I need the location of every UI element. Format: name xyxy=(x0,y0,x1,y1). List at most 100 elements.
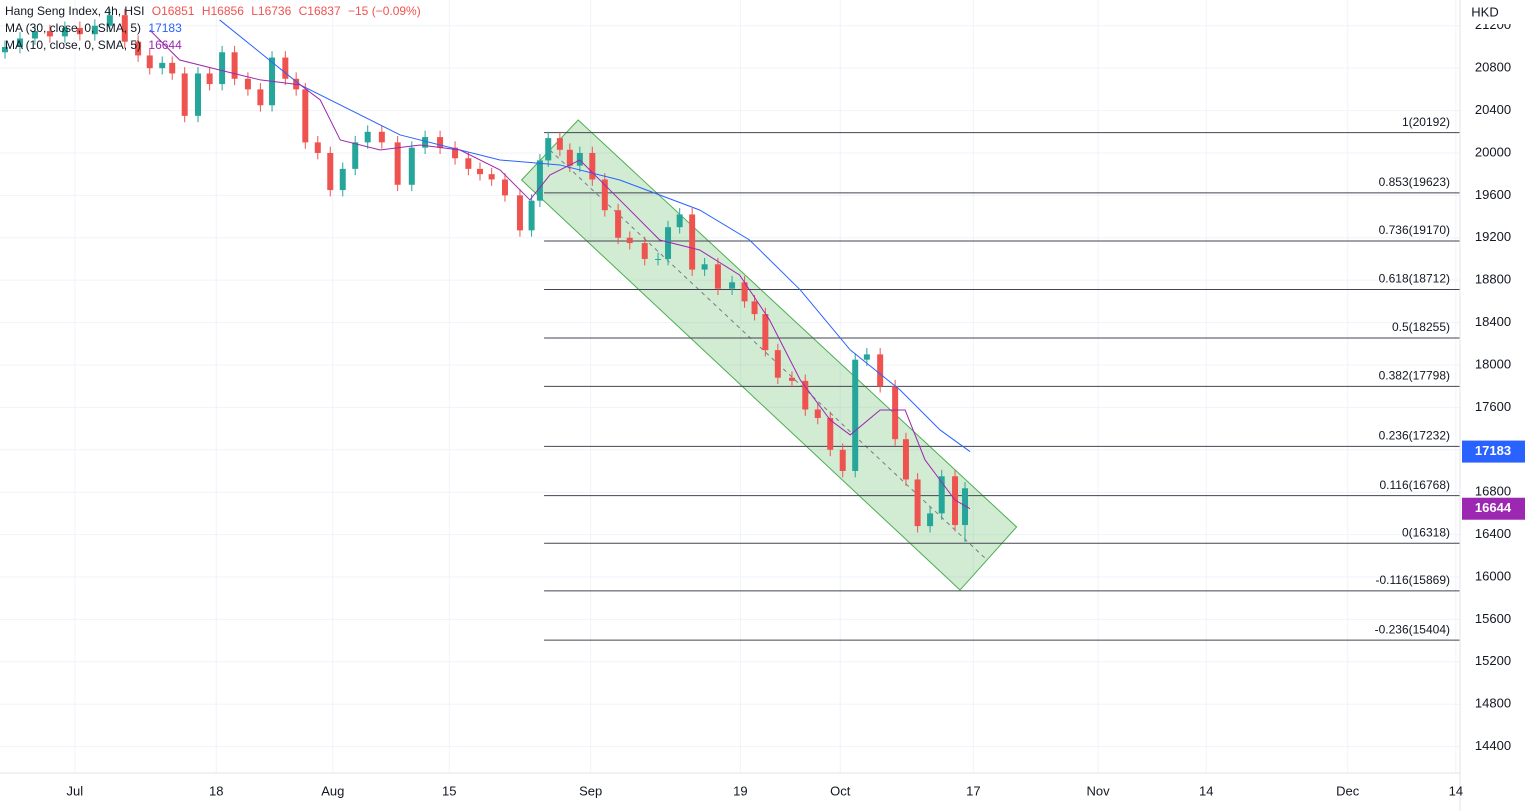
candle-body xyxy=(741,282,748,302)
y-tick-label: 16000 xyxy=(1475,568,1511,583)
candle-body xyxy=(566,149,573,166)
candle-body xyxy=(701,264,708,270)
fib-label: 0.382(17798) xyxy=(1379,369,1450,383)
fib-label: 0.5(18255) xyxy=(1392,320,1450,334)
candle-body xyxy=(751,301,758,315)
y-tick-label: 17600 xyxy=(1475,399,1511,414)
candle-body xyxy=(465,158,472,169)
candle-body xyxy=(91,25,98,35)
candle-body xyxy=(589,152,596,180)
candle-body xyxy=(665,227,672,259)
candle-body xyxy=(892,386,899,440)
candle-body xyxy=(689,214,696,270)
candle-body xyxy=(206,73,213,85)
legend-name: MA (30, close, 0, SMA, 5) xyxy=(5,21,141,35)
candle-body xyxy=(927,513,934,527)
x-tick-label: 14 xyxy=(1199,783,1213,798)
candle-body xyxy=(877,354,884,387)
change: −15 (−0.09%) xyxy=(348,4,421,18)
y-tick-label: 18400 xyxy=(1475,314,1511,329)
candle-body xyxy=(181,73,188,116)
candle-body xyxy=(121,15,128,42)
candle-body xyxy=(556,138,563,150)
candle-body xyxy=(76,27,83,35)
currency-bg xyxy=(1461,0,1525,24)
candle-body xyxy=(802,380,809,410)
candle-body xyxy=(863,354,870,360)
y-tick-label: 19200 xyxy=(1475,229,1511,244)
candle-body xyxy=(827,417,834,450)
candle-body xyxy=(378,131,385,143)
candle-body xyxy=(352,142,359,169)
x-tick-label: Jul xyxy=(67,783,84,798)
candle-body xyxy=(61,27,68,37)
candle-body xyxy=(452,147,459,159)
candle-body xyxy=(545,138,552,161)
candle-body xyxy=(729,282,736,289)
candle-body xyxy=(852,359,859,471)
open: O16851 xyxy=(152,4,195,18)
price-label-bg xyxy=(1462,497,1525,520)
candle-body xyxy=(31,31,38,39)
y-tick-label: 18000 xyxy=(1475,356,1511,371)
candle-body xyxy=(169,62,176,74)
x-tick-label: Sep xyxy=(579,783,602,798)
candle-body xyxy=(408,147,415,185)
candle-body xyxy=(364,131,371,143)
x-tick-label: 18 xyxy=(209,783,223,798)
currency: HKD xyxy=(1471,4,1498,19)
candle-body xyxy=(655,258,662,260)
candle-body xyxy=(615,210,622,238)
price-label: 16644 xyxy=(1475,500,1512,515)
candle-body xyxy=(839,449,846,471)
y-tick-label: 16800 xyxy=(1475,484,1511,499)
x-tick-label: 17 xyxy=(966,783,980,798)
candle-body xyxy=(339,168,346,191)
candle-body xyxy=(516,195,523,231)
y-tick-label: 20800 xyxy=(1475,60,1511,75)
candle-body xyxy=(501,179,508,196)
candle-body xyxy=(626,237,633,244)
legend-ma30: MA (30, close, 0, SMA, 5) 17183 xyxy=(5,21,182,35)
y-tick-label: 14400 xyxy=(1475,738,1511,753)
candle-body xyxy=(488,174,495,180)
candle-body xyxy=(788,377,795,381)
x-tick-label: 14 xyxy=(1449,783,1463,798)
y-tick-label: 16400 xyxy=(1475,526,1511,541)
candle-body xyxy=(146,55,153,69)
fib-label: 0(16318) xyxy=(1402,525,1450,539)
low: L16736 xyxy=(251,4,291,18)
candle-body xyxy=(762,314,769,351)
candle-body xyxy=(477,168,484,175)
y-tick-label: 20000 xyxy=(1475,144,1511,159)
symbol: Hang Seng Index, 4h, HSI xyxy=(5,4,144,18)
price-label: 17183 xyxy=(1475,443,1511,458)
candle-body xyxy=(257,89,264,106)
axes: 1440014800152001560016000164001680017200… xyxy=(67,17,1525,798)
candle-body xyxy=(714,264,721,289)
x-tick-label: Aug xyxy=(321,783,344,798)
candle-body xyxy=(422,137,429,148)
candle-body xyxy=(576,152,583,166)
channel-midline xyxy=(549,149,986,559)
fib-label: -0.116(15869) xyxy=(1376,573,1451,587)
x-tick-label: Oct xyxy=(830,783,851,798)
plot-area: 1(20192) 0.853(19623) 0.736(19170) 0.618(18… xyxy=(1,8,1460,641)
candle-body xyxy=(327,152,334,191)
candle-body xyxy=(135,41,142,56)
candle-body xyxy=(16,38,23,47)
legend-value: 16644 xyxy=(148,38,182,52)
x-tick-label: Nov xyxy=(1087,783,1111,798)
y-tick-label: 18800 xyxy=(1475,272,1511,287)
candle-body xyxy=(106,15,113,26)
legend-ma10: MA (10, close, 0, SMA, 5) 16644 xyxy=(5,38,182,52)
candle-body xyxy=(1,46,8,53)
channel xyxy=(520,119,1018,591)
candle-body xyxy=(536,160,543,201)
close: C16837 xyxy=(299,4,341,18)
candle-body xyxy=(437,137,444,148)
candle-body xyxy=(902,439,909,480)
candle-body xyxy=(314,142,321,153)
candle-body xyxy=(194,73,201,116)
